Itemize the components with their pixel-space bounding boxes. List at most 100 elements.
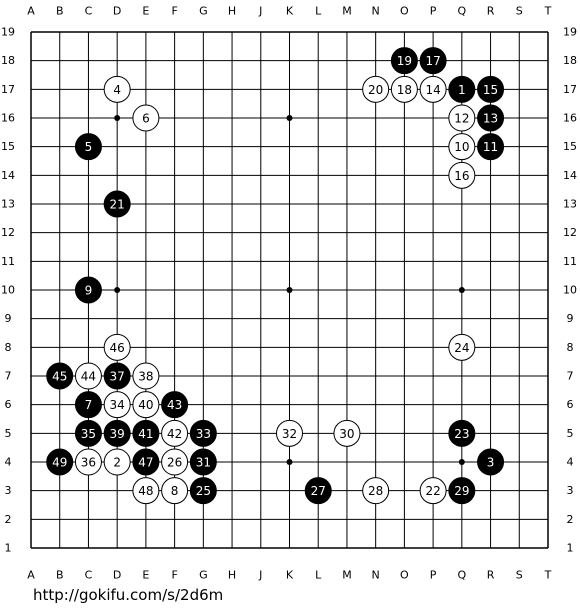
- move-number: 37: [110, 370, 125, 384]
- white-stone: [362, 477, 390, 505]
- row-label: 16: [563, 112, 577, 125]
- row-label: 19: [1, 26, 15, 39]
- column-label: A: [27, 569, 35, 582]
- column-label: D: [113, 569, 121, 582]
- move-number: 3: [487, 456, 495, 470]
- move-number: 8: [171, 484, 179, 498]
- move-number: 44: [81, 370, 96, 384]
- column-label: M: [342, 5, 352, 18]
- black-stone: [74, 419, 102, 447]
- black-stone: [74, 276, 102, 304]
- row-label: 12: [563, 226, 577, 239]
- column-label: B: [56, 5, 64, 18]
- row-label: 19: [563, 26, 577, 39]
- black-stone: [390, 47, 418, 75]
- white-stone: [448, 333, 476, 361]
- column-label: C: [85, 569, 93, 582]
- move-number: 45: [52, 370, 67, 384]
- row-label: 17: [1, 83, 15, 96]
- black-stone: [477, 448, 505, 476]
- move-number: 7: [85, 398, 93, 412]
- row-label: 2: [5, 513, 12, 526]
- row-label: 15: [1, 140, 15, 153]
- move-number: 24: [454, 341, 469, 355]
- star-point: [286, 115, 293, 121]
- column-label: K: [286, 5, 294, 18]
- black-stone: [46, 448, 74, 476]
- move-number: 19: [397, 54, 412, 68]
- move-number: 23: [454, 427, 469, 441]
- column-label: E: [142, 5, 149, 18]
- white-stone: [103, 448, 131, 476]
- row-label: 1: [567, 542, 574, 555]
- move-number: 14: [425, 83, 440, 97]
- column-label: S: [516, 569, 523, 582]
- row-label: 7: [5, 370, 12, 383]
- white-stone: [419, 75, 447, 103]
- white-stone: [132, 104, 160, 132]
- move-number: 31: [196, 456, 211, 470]
- move-number: 15: [483, 83, 498, 97]
- column-label: N: [372, 569, 380, 582]
- column-label: K: [286, 569, 294, 582]
- move-number: 48: [138, 484, 153, 498]
- row-label: 18: [563, 54, 577, 67]
- row-label: 11: [1, 255, 15, 268]
- column-label: Q: [457, 569, 466, 582]
- move-number: 46: [110, 341, 125, 355]
- move-number: 28: [368, 484, 383, 498]
- row-label: 17: [563, 83, 577, 96]
- move-number: 34: [110, 398, 125, 412]
- white-stone: [390, 75, 418, 103]
- column-label: O: [400, 5, 409, 18]
- black-stone: [161, 391, 189, 419]
- move-number: 32: [282, 427, 297, 441]
- move-number: 20: [368, 83, 383, 97]
- black-stone: [132, 448, 160, 476]
- move-number: 12: [454, 112, 469, 126]
- white-stone: [74, 448, 102, 476]
- white-stone: [132, 477, 160, 505]
- move-number: 2: [113, 456, 121, 470]
- move-number: 30: [339, 427, 354, 441]
- white-stone: [132, 362, 160, 390]
- star-point: [286, 287, 293, 293]
- row-label: 7: [567, 370, 574, 383]
- black-stone: [477, 133, 505, 161]
- star-point: [114, 287, 121, 293]
- move-number: 11: [483, 140, 498, 154]
- row-label: 10: [1, 284, 15, 297]
- column-label: O: [400, 569, 409, 582]
- white-stone: [161, 477, 189, 505]
- move-number: 4: [113, 83, 121, 97]
- row-label: 5: [5, 427, 12, 440]
- move-number: 42: [167, 427, 182, 441]
- column-label: S: [516, 5, 523, 18]
- column-label: P: [430, 569, 437, 582]
- column-label: G: [199, 5, 208, 18]
- white-stone: [132, 391, 160, 419]
- row-label: 15: [563, 140, 577, 153]
- row-label: 16: [1, 112, 15, 125]
- black-stone: [74, 391, 102, 419]
- black-stone: [304, 477, 332, 505]
- move-number: 35: [81, 427, 96, 441]
- move-number: 49: [52, 456, 67, 470]
- row-label: 8: [567, 341, 574, 354]
- white-stone: [161, 419, 189, 447]
- row-label: 2: [567, 513, 574, 526]
- move-number: 6: [142, 112, 150, 126]
- row-label: 13: [1, 198, 15, 211]
- row-label: 6: [5, 398, 12, 411]
- move-number: 33: [196, 427, 211, 441]
- column-label: R: [487, 569, 495, 582]
- move-number: 18: [397, 83, 412, 97]
- black-stone: [103, 419, 131, 447]
- white-stone: [276, 419, 303, 447]
- row-label: 14: [1, 169, 15, 182]
- white-stone: [448, 133, 476, 161]
- row-label: 12: [1, 226, 15, 239]
- move-number: 5: [85, 140, 93, 154]
- row-label: 9: [567, 312, 574, 325]
